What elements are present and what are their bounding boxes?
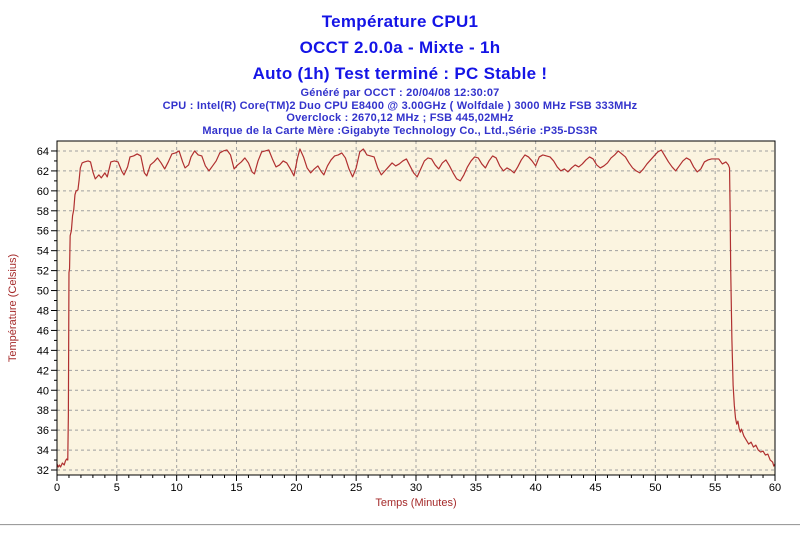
y-tick-label: 54	[37, 246, 49, 258]
report-subtitle-test: OCCT 2.0.0a - Mixte - 1h	[299, 38, 501, 57]
motherboard-info: Marque de la Carte Mère :Gigabyte Techno…	[202, 124, 598, 137]
plot-border	[56, 140, 776, 476]
x-tick-label: 40	[530, 482, 542, 494]
x-tick-label: 25	[350, 482, 362, 494]
x-tick-label: 45	[589, 482, 601, 494]
temperature-series-line	[56, 148, 776, 468]
y-tick-label: 42	[37, 365, 49, 377]
report-subtitle-result: Auto (1h) Test terminé : PC Stable !	[252, 64, 548, 83]
report-title-block: Température CPU1 OCCT 2.0.0a - Mixte - 1…	[0, 9, 800, 87]
y-tick-label: 52	[37, 266, 49, 278]
x-tick-label: 30	[410, 482, 422, 494]
y-tick-label: 48	[37, 305, 49, 317]
generated-timestamp: Généré par OCCT : 20/04/08 12:30:07	[300, 87, 500, 99]
y-tick-label: 64	[37, 146, 49, 158]
y-tick-label: 60	[37, 186, 49, 198]
page-title: Température CPU1	[321, 12, 479, 31]
system-info-block: Généré par OCCT : 20/04/08 12:30:07 CPU …	[0, 87, 800, 137]
x-tick-label: 5	[114, 482, 120, 494]
y-tick-label: 56	[37, 226, 49, 238]
y-tick-label: 50	[37, 286, 49, 298]
x-tick-label: 50	[649, 482, 661, 494]
y-tick-label: 46	[37, 325, 49, 337]
y-tick-label: 32	[37, 465, 49, 477]
y-tick-label: 44	[37, 345, 49, 357]
y-tick-label: 38	[37, 405, 49, 417]
y-tick-label: 40	[37, 385, 49, 397]
x-tick-label: 0	[54, 482, 60, 494]
x-tick-label: 35	[470, 482, 482, 494]
x-tick-label: 15	[230, 482, 242, 494]
x-axis-title: Temps (Minutes)	[375, 497, 456, 509]
y-axis-title: Température (Celsius)	[7, 254, 19, 362]
x-tick-label: 10	[171, 482, 183, 494]
bottom-divider	[0, 524, 800, 526]
y-tick-label: 34	[37, 445, 49, 457]
y-tick-label: 62	[37, 166, 49, 178]
x-tick-label: 60	[769, 482, 781, 494]
y-tick-label: 36	[37, 425, 49, 437]
x-tick-label: 20	[290, 482, 302, 494]
x-tick-label: 55	[709, 482, 721, 494]
overclock-info: Overclock : 2670,12 MHz ; FSB 445,02MHz	[286, 112, 514, 124]
temperature-chart: 0 5 10 15 20 25 30 35 40 45 50 55 60 32 34 36 38 40 42 44 46…	[7, 140, 781, 509]
y-tick-label: 58	[37, 206, 49, 218]
cpu-info: CPU : Intel(R) Core(TM)2 Duo CPU E8400 @…	[162, 99, 638, 112]
